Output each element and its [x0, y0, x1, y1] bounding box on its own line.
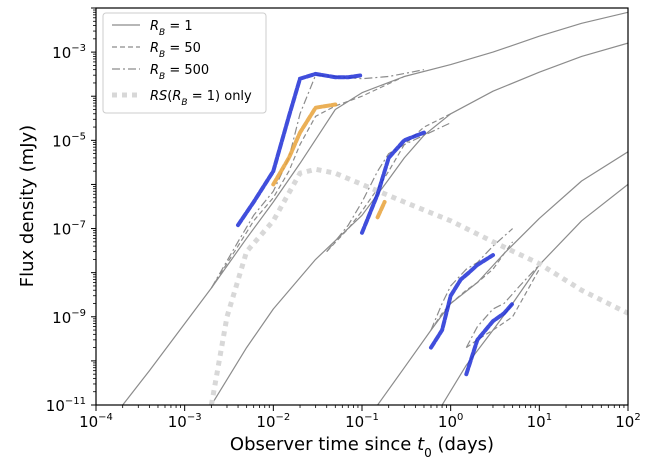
series-line-2	[210, 69, 425, 289]
series-group	[122, 11, 628, 405]
y-axis-label: Flux density (mJy)	[17, 125, 38, 287]
series-line-8	[430, 228, 513, 331]
series-line-7	[430, 241, 514, 331]
highlight-segment-2	[360, 130, 426, 235]
series-line-4	[326, 113, 451, 253]
y-tick-label: 10−3	[52, 43, 86, 62]
y-tick-label: 10−11	[46, 396, 86, 415]
y-tick-label: 10−9	[52, 308, 86, 327]
legend-label-rb1: RB = 1	[150, 19, 193, 38]
highlight-segment-4	[429, 253, 495, 350]
legend-label-rb500: RB = 500	[150, 63, 209, 82]
y-tick-label: 10−7	[52, 220, 86, 239]
series-line-6	[377, 151, 628, 405]
legend: RB = 1 RB = 50 RB = 500 RS(RB = 1) only	[102, 12, 267, 114]
legend-box	[102, 12, 267, 114]
series-line-5	[326, 122, 451, 252]
x-tick-label: 10−3	[168, 412, 202, 431]
series-line-0	[122, 11, 628, 405]
y-tick-label: 10−5	[52, 131, 86, 150]
x-axis-label: Observer time since t0 (days)	[230, 434, 494, 460]
series-line-1	[210, 75, 405, 289]
x-axis-label-prefix: Observer time since	[230, 434, 417, 455]
legend-label-rs-only: RS(RB = 1) only	[150, 89, 252, 108]
x-tick-label: 10−4	[79, 412, 113, 431]
highlight-segment-5	[464, 301, 515, 377]
x-axis-label-t: t	[417, 434, 425, 455]
x-tick-label: 10−2	[256, 412, 290, 431]
series-line-9	[441, 183, 628, 405]
x-tick-label: 10−1	[345, 412, 379, 431]
highlight-segment-0	[236, 71, 364, 228]
series-line-3	[210, 42, 628, 405]
series-line-10	[465, 268, 540, 349]
x-tick-label: 101	[527, 412, 552, 431]
x-axis-label-sub: 0	[424, 446, 432, 460]
highlight-segment-3	[375, 200, 387, 220]
series-line-11	[465, 264, 540, 348]
plot-series-layer	[122, 11, 628, 405]
x-tick-label: 102	[615, 412, 640, 431]
x-tick-label: 100	[438, 412, 463, 431]
highlight-segment-1	[271, 102, 338, 187]
x-axis-label-suffix: (days)	[432, 434, 494, 455]
series-line-12-reverse-shock	[208, 166, 628, 405]
legend-label-rb50: RB = 50	[150, 41, 201, 60]
axis-ticks: 10−4 10−3 10−2 10−1 100 101 102 10−11 10−9 10−7 10…	[46, 7, 641, 431]
